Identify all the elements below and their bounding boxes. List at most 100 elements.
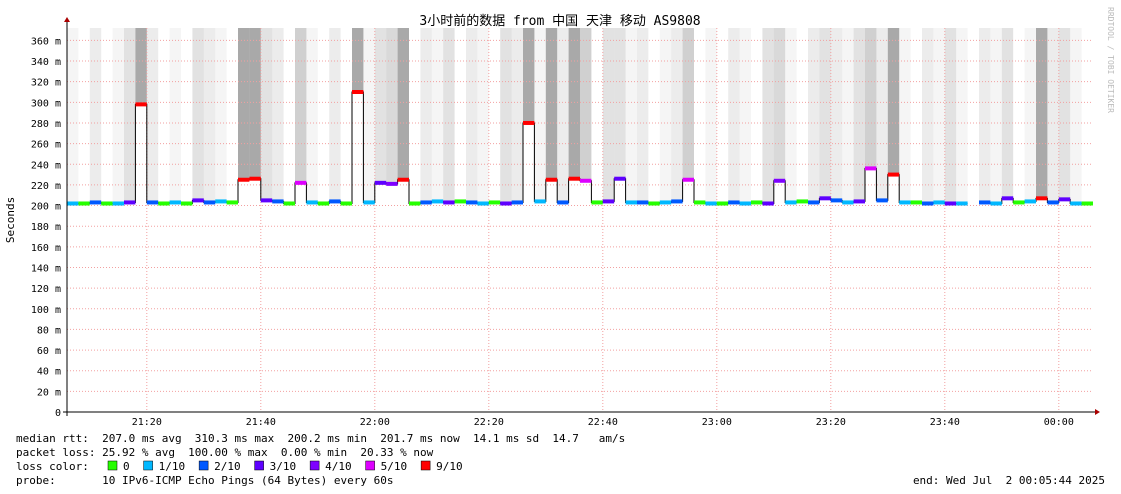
loss-band (260, 28, 273, 201)
median-marker (477, 201, 489, 206)
loss-band (431, 28, 444, 202)
median-marker (466, 200, 478, 205)
median-marker (705, 201, 717, 206)
median-marker (830, 198, 843, 203)
median-marker (557, 200, 569, 205)
y-tick-label: 60 m (37, 346, 61, 357)
legend-swatch (365, 460, 375, 471)
loss-band (272, 28, 284, 202)
loss-band (227, 28, 238, 202)
loss-band (523, 28, 535, 123)
median-marker (682, 177, 694, 182)
legend-label: 4/10 (325, 460, 352, 473)
loss-band (853, 28, 865, 202)
loss-band (329, 28, 341, 202)
loss-color-label: loss color: (16, 460, 89, 473)
median-marker (374, 180, 387, 185)
loss-band (717, 28, 728, 203)
loss-band (614, 28, 626, 179)
median-marker (500, 201, 512, 206)
median-marker (808, 200, 820, 205)
median-marker (728, 200, 740, 205)
median-marker (249, 176, 261, 181)
median-marker (1024, 199, 1036, 204)
loss-band (648, 28, 659, 203)
median-marker (648, 201, 660, 206)
x-tick-label: 23:40 (930, 417, 960, 428)
median-marker (181, 201, 193, 206)
median-marker (443, 200, 455, 205)
y-arrow (64, 17, 70, 22)
median-marker (135, 102, 147, 107)
median-marker (602, 199, 615, 204)
loss-band (887, 28, 900, 175)
loss-band (374, 28, 387, 183)
loss-band (89, 28, 102, 203)
loss-band (865, 28, 877, 169)
median-marker (101, 201, 113, 206)
y-tick-label: 20 m (37, 387, 61, 398)
loss-band (659, 28, 672, 203)
median-marker (580, 178, 592, 183)
loss-band (306, 28, 318, 203)
median-marker (317, 201, 330, 206)
y-tick-label: 0 (55, 408, 61, 419)
median-marker (523, 120, 535, 125)
loss-band (899, 28, 911, 203)
median-rtt: median rtt: 207.0 ms avg 310.3 ms max 20… (16, 432, 625, 445)
median-marker (146, 200, 159, 205)
loss-band (545, 28, 558, 180)
loss-band (956, 28, 968, 204)
x-arrow (1095, 409, 1100, 415)
legend-label: 1/10 (159, 460, 186, 473)
median-marker (363, 200, 375, 205)
median-marker (591, 200, 603, 205)
loss-band (158, 28, 169, 203)
loss-band (1001, 28, 1014, 199)
median-marker (1070, 201, 1082, 206)
median-marker (762, 201, 774, 206)
loss-band (101, 28, 112, 203)
loss-band (625, 28, 637, 203)
probe: probe: 10 IPv6-ICMP Echo Pings (64 Bytes… (16, 474, 394, 487)
median-marker (386, 181, 398, 186)
loss-band (455, 28, 466, 201)
median-marker (716, 201, 729, 206)
median-marker (78, 201, 90, 206)
loss-band (1082, 28, 1093, 203)
y-tick-label: 280 m (31, 119, 61, 130)
loss-band (1070, 28, 1082, 204)
median-marker (853, 199, 865, 204)
median-marker (876, 198, 888, 203)
median-marker (89, 200, 102, 205)
median-marker (203, 200, 216, 205)
loss-band (842, 28, 854, 203)
median-marker (215, 199, 227, 204)
legend-swatch (254, 460, 264, 471)
loss-band (728, 28, 740, 203)
x-tick-label: 00:00 (1044, 417, 1074, 428)
y-tick-label: 40 m (37, 367, 61, 378)
y-tick-label: 140 m (31, 263, 61, 274)
median-marker (637, 200, 649, 205)
median-marker (340, 201, 352, 206)
loss-band (249, 28, 261, 179)
loss-band (295, 28, 307, 183)
y-tick-label: 300 m (31, 98, 61, 109)
y-tick-label: 240 m (31, 160, 61, 171)
loss-band (694, 28, 705, 202)
loss-band (169, 28, 181, 203)
median-marker (283, 201, 295, 206)
median-marker (694, 200, 706, 205)
loss-band (591, 28, 602, 202)
median-marker (67, 201, 79, 206)
loss-band (352, 28, 364, 92)
x-tick-label: 21:40 (246, 417, 276, 428)
loss-band (318, 28, 329, 203)
loss-band (477, 28, 489, 204)
median-marker (1058, 197, 1071, 202)
loss-band (534, 28, 546, 202)
median-marker (488, 200, 501, 205)
median-marker (1001, 196, 1014, 201)
